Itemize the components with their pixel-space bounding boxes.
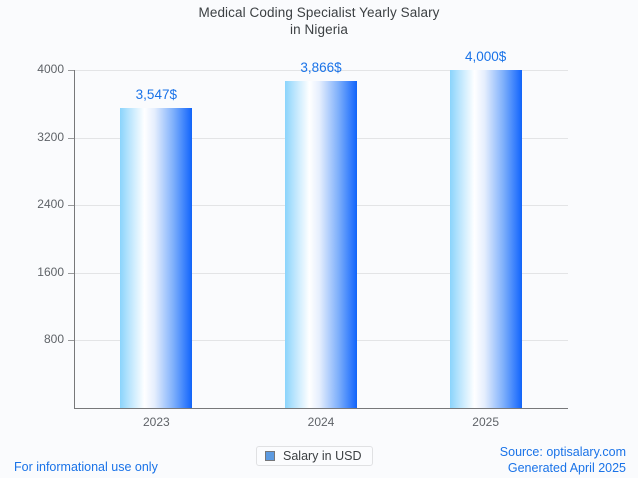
y-axis-tick-mark [68, 272, 74, 274]
chart-title: Medical Coding Specialist Yearly Salary … [0, 4, 638, 38]
bar-value-label-2023: 3,547$ [135, 87, 177, 103]
y-axis-tick-label: 800 [43, 332, 64, 347]
source-block: Source: optisalary.com Generated April 2… [500, 444, 626, 476]
bar-2023[interactable] [120, 108, 193, 408]
bar-value-label-2025: 4,000$ [465, 49, 507, 64]
legend-item-label: Salary in USD [283, 449, 362, 463]
source-text: Source: optisalary.com [499, 445, 626, 459]
bar-value-label-2024: 3,866$ [300, 60, 342, 76]
x-axis-label-2023: 2023 [142, 415, 170, 429]
bar-2024[interactable] [285, 81, 357, 408]
y-axis-line [74, 70, 75, 409]
grid-line [74, 70, 568, 71]
y-axis-tick-label: 3200 [37, 129, 64, 144]
disclaimer-text: For informational use only [14, 460, 158, 474]
chart-legend[interactable]: Salary in USD [256, 446, 373, 466]
y-axis-tick-mark [68, 340, 74, 342]
y-axis-tick-label: 2400 [37, 197, 64, 212]
y-axis-tick-label: 1600 [37, 264, 64, 279]
y-axis-tick-label: 4000 [37, 62, 64, 76]
legend-swatch-icon [265, 451, 275, 461]
x-axis-label-2025: 2025 [472, 415, 499, 429]
bar-2025[interactable] [449, 70, 522, 408]
y-axis-tick-mark [68, 205, 74, 207]
chart-title-line-1: Medical Coding Specialist Yearly Salary [198, 5, 440, 20]
y-axis-tick-mark [68, 70, 74, 71]
x-axis-line [74, 408, 568, 409]
generated-text: Generated April 2025 [507, 461, 626, 475]
chart-title-line-2: in Nigeria [289, 22, 349, 37]
x-axis-label-2024: 2024 [307, 415, 335, 429]
y-axis-tick-mark [68, 137, 74, 139]
